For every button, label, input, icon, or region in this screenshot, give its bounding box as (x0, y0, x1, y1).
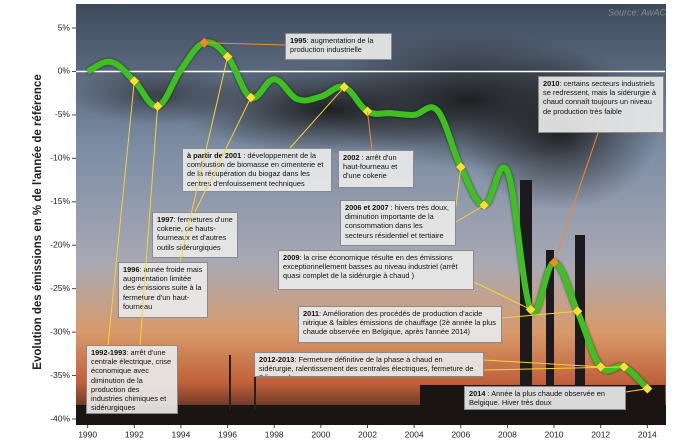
callout-line (625, 388, 648, 393)
callout-line (483, 366, 625, 371)
annotation-text: : Fermeture définitive de la phase à cha… (259, 355, 474, 376)
annotation-text: : arrêt d'un haut-fourneau et d'une coke… (343, 153, 398, 181)
annotation-box: 1996: année froide mais augmentation lim… (118, 262, 208, 318)
marker (198, 37, 210, 49)
annotation-box: 1997: fermetures d'une cokerie, de hauts… (152, 212, 238, 258)
annotations: 1995: augmentation de la production indu… (86, 33, 664, 414)
x-tick-label: 1992 (125, 429, 144, 439)
annotation: 2006 et 2007 : hivers très doux, diminut… (340, 200, 456, 246)
x-tick-label: 1994 (171, 429, 190, 439)
x-tick-label: 2010 (545, 429, 564, 439)
annotation: 2010: certains secteurs industriels se r… (538, 76, 664, 133)
x-tick-label: 2004 (405, 429, 424, 439)
x-tick-label: 2002 (358, 429, 377, 439)
annotation-text: : année froide mais augmentation limitée… (123, 265, 203, 311)
callout-line (483, 359, 601, 368)
callout-line (553, 132, 599, 263)
x-tick-label: 1996 (218, 429, 237, 439)
annotation-box: 1992-1993: arrêt d'une centrale électriq… (86, 345, 178, 414)
y-tick-label: -15% (50, 196, 70, 206)
annotation-text: : développement de la combustion de biom… (187, 151, 324, 188)
annotation-text: : la crise économique résulte en des émi… (283, 253, 458, 281)
annotation-text: : hivers très doux, diminution important… (345, 203, 449, 240)
x-tick-label: 1990 (78, 429, 97, 439)
marker (222, 51, 233, 63)
y-tick-label: -20% (50, 239, 70, 249)
source: Source: AwAC (608, 7, 667, 17)
annotation-year: 2012-2013 (259, 355, 295, 364)
annotation-year: à partir de 2001 (187, 151, 242, 160)
annotation: 2009: la crise économique résulte en des… (278, 250, 474, 290)
annotation-box: à partir de 2001 : développement de la c… (182, 148, 332, 192)
x-tick-label: 1998 (265, 429, 284, 439)
annotation: 2014 : Année la plus chaude observée en … (464, 386, 626, 410)
annotation: 1996: année froide mais augmentation lim… (118, 262, 208, 318)
callout-line (501, 310, 578, 319)
annotation-year: 1997 (157, 215, 174, 224)
annotation-box: 2012-2013: Fermeture définitive de la ph… (254, 352, 484, 377)
callout-line (367, 111, 373, 151)
annotation-year: 2011 (303, 309, 320, 318)
annotation-box: 1995: augmentation de la production indu… (285, 33, 392, 60)
x-tick-label: 2006 (451, 429, 470, 439)
annotation: 2012-2013: Fermeture définitive de la ph… (254, 352, 484, 377)
annotation-year: 2009 (283, 253, 300, 262)
annotation-text: : Amélioration des procédés de productio… (303, 309, 496, 337)
callout-line (473, 281, 531, 310)
annotation-year: 1992-1993 (91, 348, 127, 357)
callout-line (455, 166, 462, 207)
annotation-year: 2006 et 2007 (345, 203, 389, 212)
x-tick-label: 2000 (311, 429, 330, 439)
annotation-text: : fermetures d'une cokerie, de hauts-fou… (157, 215, 233, 252)
annotation-text: : augmentation de la production industri… (290, 36, 374, 55)
x-tick-label: 2012 (591, 429, 610, 439)
y-tick-label: -5% (55, 109, 71, 119)
annotation-box: 2011: Amélioration des procédés de produ… (298, 306, 502, 343)
annotation-text: : arrêt d'une centrale électrique, crise… (91, 348, 172, 413)
annotation-year: 2010 (543, 79, 560, 88)
annotation-box: 2010: certains secteurs industriels se r… (538, 76, 664, 133)
x-tick-label: 2008 (498, 429, 517, 439)
annotation: 2002 : arrêt d'un haut-fourneau et d'une… (338, 150, 414, 188)
y-tick-label: -10% (50, 153, 70, 163)
annotation-box: 2006 et 2007 : hivers très doux, diminut… (340, 200, 456, 246)
marker (478, 199, 490, 211)
annotation: 1995: augmentation de la production indu… (285, 33, 392, 60)
annotation-year: 2002 (343, 153, 360, 162)
y-tick-label: -35% (50, 370, 70, 380)
callout-line (107, 80, 135, 346)
annotation: 2011: Amélioration des procédés de produ… (298, 306, 502, 343)
y-tick-label: 0% (58, 66, 71, 76)
callout-line (179, 56, 229, 263)
annotation-year: 1996 (123, 265, 140, 274)
callout-line (204, 42, 286, 46)
y-tick-label: -30% (50, 326, 70, 336)
annotation-box: 2009: la crise économique résulte en des… (278, 250, 474, 290)
y-tick-label: -25% (50, 283, 70, 293)
y-axis-title: Evolution des émissions en % de l'année … (32, 74, 44, 369)
plot (86, 37, 653, 394)
marker (362, 106, 373, 117)
x-tick-label: 2014 (638, 429, 657, 439)
annotation-text: : certains secteurs industriels se redre… (543, 79, 656, 116)
annotation-text: : Année la plus chaude observée en Belgi… (469, 389, 606, 408)
marker (455, 161, 467, 173)
marker (595, 361, 607, 373)
callout-line (455, 204, 485, 223)
callout-line (139, 106, 159, 346)
callout-line (194, 97, 252, 213)
marker (245, 92, 257, 103)
grid: 5% 0% -5% -10% -15% -20% -25% -30% -35% -40% 1990 1… (50, 22, 665, 439)
annotation-year: 2014 (469, 389, 486, 398)
y-tick-label: -40% (50, 413, 70, 423)
annotation-box: 2002 : arrêt d'un haut-fourneau et d'une… (338, 150, 414, 188)
annotation: 1992-1993: arrêt d'une centrale électriq… (86, 345, 178, 414)
annotation-box: 2014 : Année la plus chaude observée en … (464, 386, 626, 410)
callout-line (289, 86, 345, 149)
y-tick-label: 5% (58, 22, 71, 32)
annotation: à partir de 2001 : développement de la c… (182, 148, 332, 192)
annotation: 1997: fermetures d'une cokerie, de hauts… (152, 212, 238, 258)
annotation-year: 1995 (290, 36, 307, 45)
